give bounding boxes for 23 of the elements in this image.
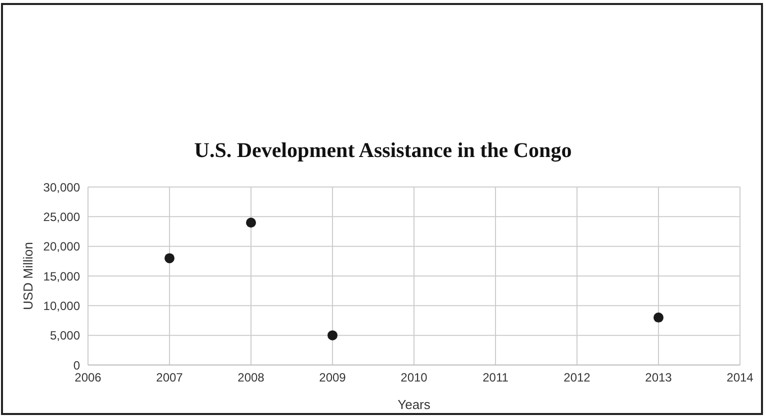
x-tick-label: 2011 (482, 370, 509, 385)
x-tick-label: 2014 (726, 370, 754, 385)
x-tick-label: 2010 (400, 370, 428, 385)
x-tick-label: 2009 (319, 370, 346, 385)
point (246, 218, 256, 228)
point (164, 253, 174, 264)
x-tick-label: 2007 (156, 370, 184, 385)
y-tick-label: 30,000 (43, 180, 80, 194)
y-tick-label: 20,000 (43, 240, 80, 254)
x-tick-label: 2012 (564, 370, 591, 385)
point (328, 330, 338, 340)
y-tick-label: 10,000 (43, 298, 80, 313)
y-axis-title: USD Million (20, 242, 36, 310)
point (654, 312, 664, 323)
chart-title: U.S. Development Assistance in the Congo (193, 138, 573, 163)
x-axis-title: Years (398, 397, 431, 412)
y-tick-label: 0 (73, 358, 80, 372)
x-tick-label: 2008 (238, 370, 265, 385)
x-tick-label: 2013 (645, 370, 672, 385)
y-tick-label: 15,000 (43, 269, 80, 284)
x-tick-label: 2006 (74, 370, 102, 385)
y-tick-label: 5,000 (50, 328, 80, 343)
y-tick-label: 25,000 (43, 210, 80, 224)
